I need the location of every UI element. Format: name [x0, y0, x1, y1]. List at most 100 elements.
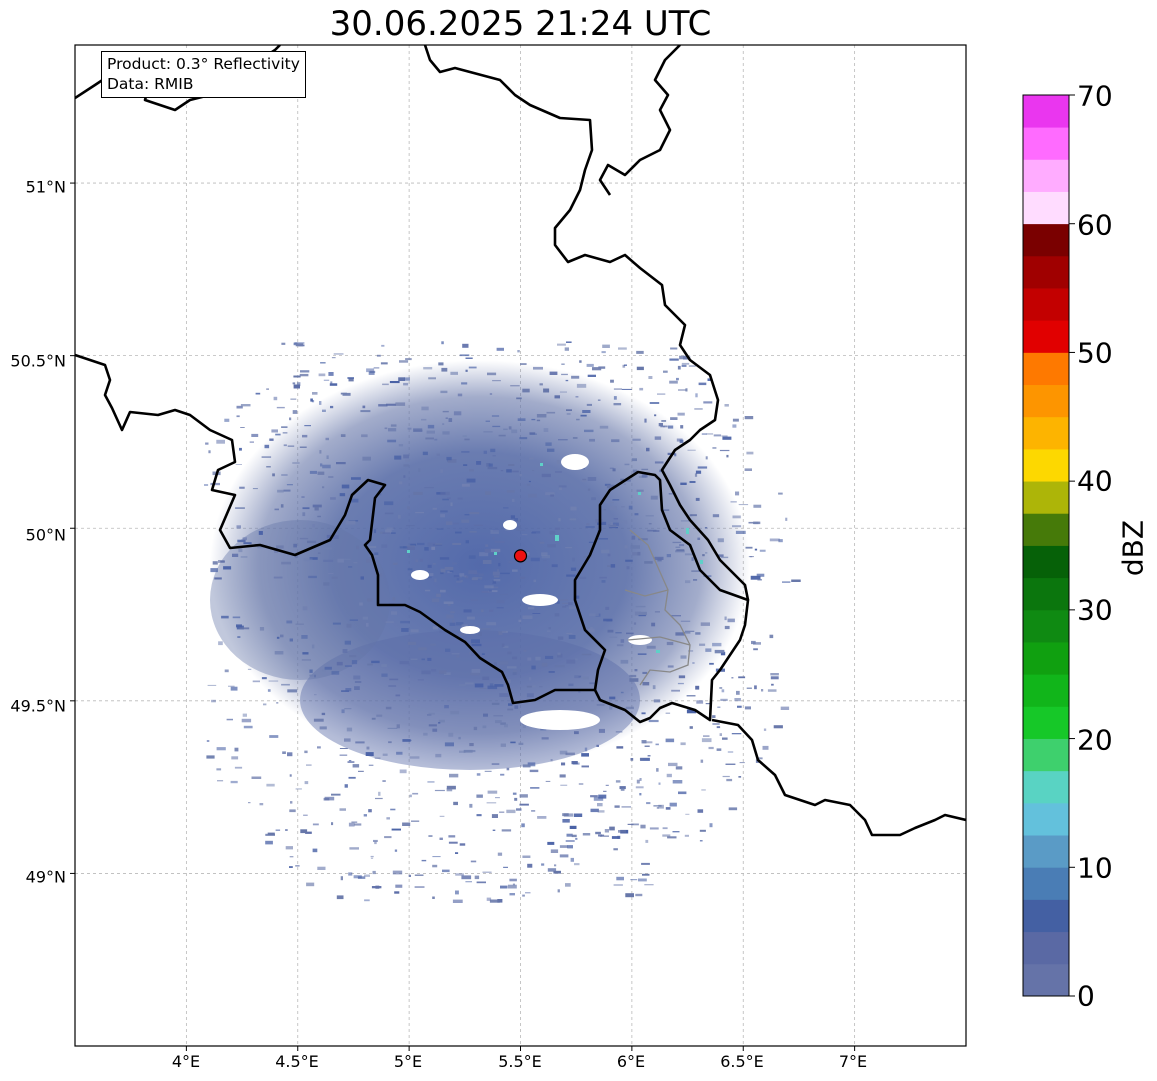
echo-pixel — [479, 688, 487, 689]
echo-pixel — [261, 677, 267, 680]
echo-pixel — [474, 524, 483, 526]
echo-pixel — [269, 438, 274, 441]
echo-pixel — [382, 753, 388, 756]
echo-pixel — [305, 831, 312, 834]
echo-pixel — [337, 558, 344, 563]
echo-pixel — [701, 789, 706, 791]
echo-pixel — [644, 418, 647, 423]
echo-pixel — [596, 744, 599, 747]
echo-pixel — [461, 875, 472, 880]
echo-pixel — [287, 752, 293, 757]
echo-pixel — [565, 752, 575, 756]
echo-pixel — [599, 835, 609, 837]
echo-pixel — [504, 723, 508, 728]
echo-pixel — [625, 893, 634, 898]
echo-pixel — [642, 873, 650, 876]
echo-pixel — [679, 439, 684, 444]
echo-pixel — [266, 388, 269, 390]
radar-echo-speckle — [204, 341, 801, 903]
echo-pixel — [705, 703, 712, 705]
echo-pixel — [276, 545, 284, 549]
echo-pixel — [331, 671, 340, 675]
echo-pixel — [325, 437, 329, 441]
echo-pixel — [328, 573, 334, 575]
echo-pixel — [514, 705, 519, 709]
echo-pixel — [427, 424, 435, 429]
echo-pixel — [589, 682, 595, 685]
echo-pixel — [450, 710, 460, 715]
echo-pixel — [442, 869, 450, 873]
echo-west-band — [210, 520, 390, 680]
echo-pixel — [243, 725, 253, 729]
echo-pixel — [456, 655, 460, 658]
echo-pixel — [543, 388, 550, 393]
echo-pixel — [529, 769, 539, 773]
echo-pixel — [712, 723, 720, 725]
echo-pixel — [283, 489, 291, 492]
echo-pixel — [468, 555, 476, 559]
echo-pixel — [282, 751, 286, 754]
echo-pixel — [491, 415, 500, 417]
echo-pixel — [639, 758, 644, 761]
weak-echo-highlights — [407, 463, 703, 653]
colorbar-segment — [1023, 95, 1069, 128]
echo-pixel — [568, 683, 574, 687]
echo-pixel — [516, 529, 525, 531]
echo-pixel — [389, 381, 400, 384]
echo-pixel — [449, 622, 456, 626]
echo-pixel — [722, 436, 732, 440]
echo-pixel — [447, 459, 457, 463]
echo-pixel — [446, 614, 454, 619]
echo-pixel — [432, 507, 437, 510]
echo-pixel — [555, 471, 562, 473]
echo-pixel — [371, 660, 380, 664]
echo-pixel — [681, 362, 690, 365]
echo-pixel — [601, 834, 605, 836]
echo-pixel — [547, 544, 556, 548]
echo-pixel — [462, 435, 467, 437]
echo-pixel — [562, 605, 567, 608]
echo-pixel — [744, 706, 751, 710]
echo-pixel — [496, 600, 505, 604]
echo-pixel — [615, 780, 621, 783]
echo-pixel — [547, 448, 555, 452]
echo-pixel — [631, 535, 636, 540]
echo-pixel — [410, 629, 419, 633]
echo-pixel — [522, 894, 525, 897]
echo-pixel — [344, 665, 352, 667]
echo-pixel — [367, 598, 373, 602]
echo-pixel — [240, 556, 248, 558]
echo-pixel — [520, 363, 527, 365]
echo-pixel — [701, 433, 707, 435]
echo-pixel — [512, 470, 519, 473]
echo-pixel — [529, 457, 534, 460]
echo-pixel — [286, 620, 293, 624]
echo-pixel — [380, 362, 388, 365]
echo-pixel — [705, 648, 712, 652]
echo-pixel — [719, 687, 723, 689]
echo-pixel — [287, 445, 295, 447]
echo-pixel — [212, 561, 218, 565]
echo-pixel — [527, 762, 536, 767]
echo-pixel — [340, 434, 346, 437]
echo-pixel — [423, 367, 433, 370]
echo-pixel — [525, 551, 530, 556]
echo-pixel — [576, 418, 580, 421]
echo-pixel — [300, 829, 308, 834]
echo-pixel — [312, 848, 318, 853]
echo-pixel — [510, 515, 515, 519]
echo-pixel — [536, 414, 547, 418]
echo-pixel — [641, 740, 647, 744]
echo-pixel — [421, 859, 427, 862]
echo-pixel — [531, 532, 536, 534]
echo-pixel — [289, 856, 294, 858]
echo-pixel — [455, 852, 459, 854]
echo-pixel — [240, 404, 251, 407]
lon-tick-label: 5.5°E — [498, 1052, 542, 1071]
echo-pixel — [407, 641, 417, 645]
echo-pixel — [354, 681, 362, 683]
echo-pixel — [342, 558, 351, 560]
echo-pixel — [601, 351, 606, 354]
echo-pixel — [330, 405, 334, 409]
echo-pixel — [489, 683, 494, 688]
